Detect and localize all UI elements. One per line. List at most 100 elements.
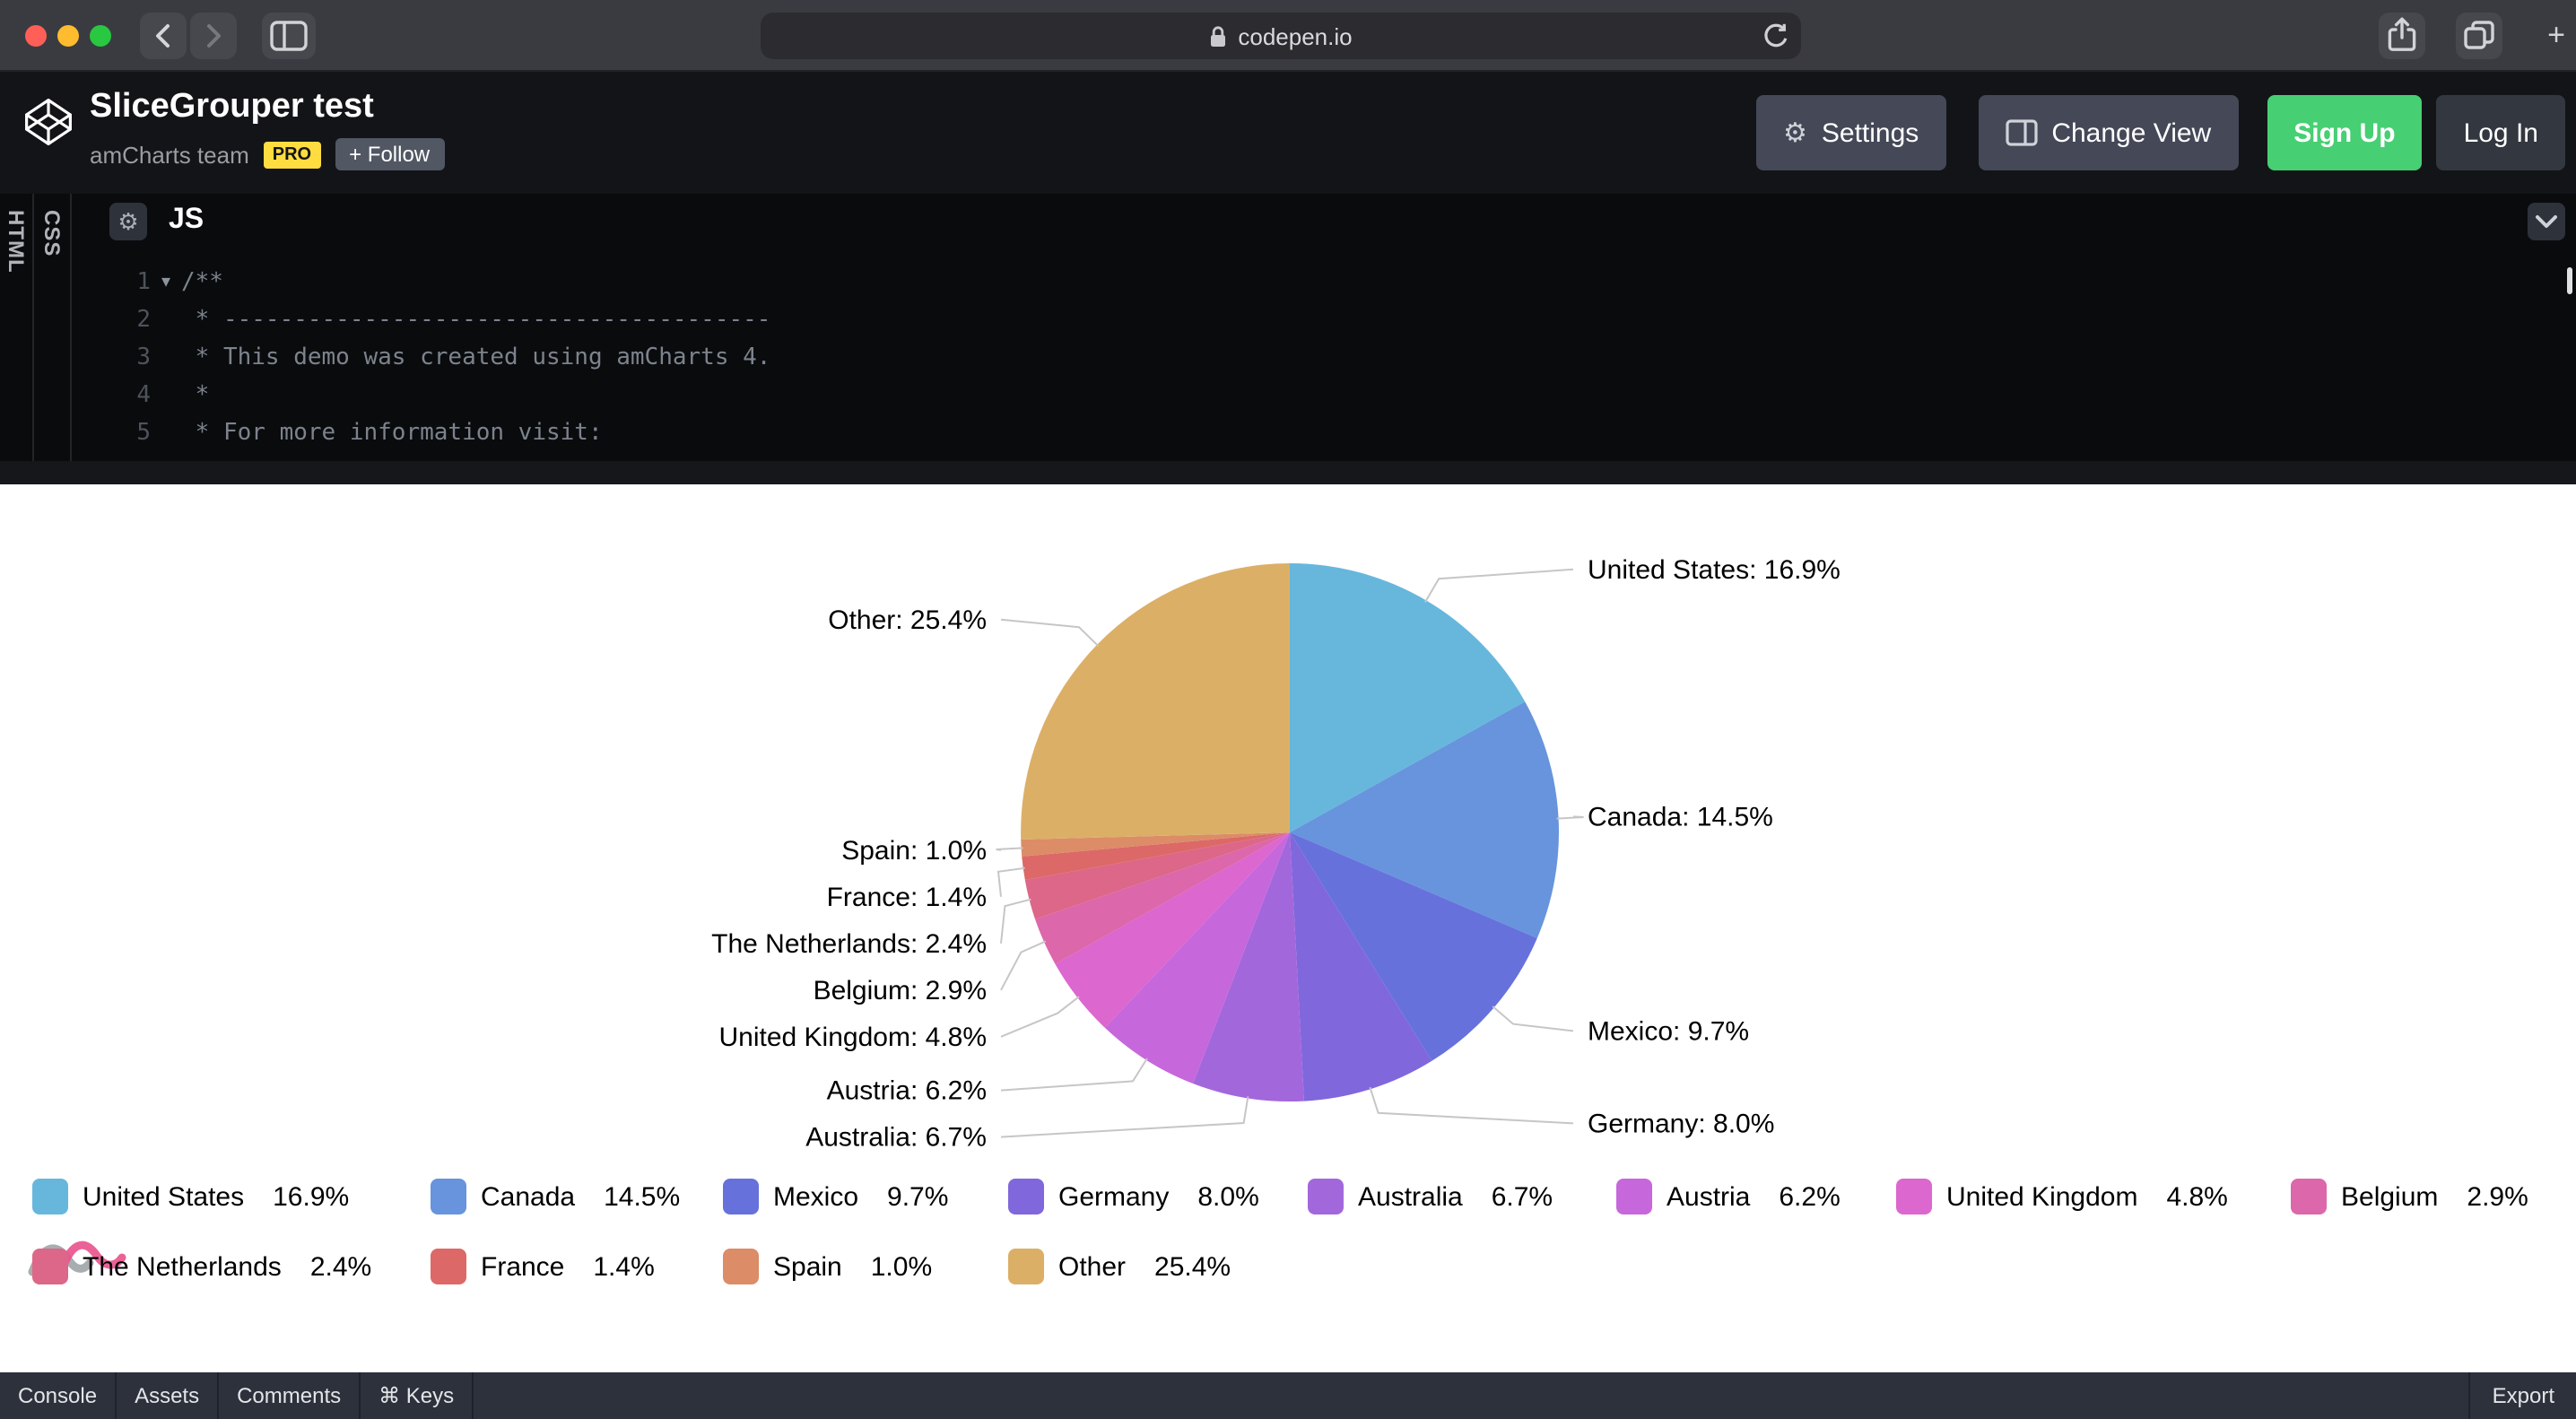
legend-item[interactable]: Other 25.4% (1008, 1249, 1308, 1284)
legend-item[interactable]: The Netherlands 2.4% (32, 1249, 431, 1284)
code-line[interactable]: 2 * ------------------------------------… (72, 301, 2562, 339)
collapsed-editor-html[interactable]: HTML (0, 194, 34, 461)
sign-up-button[interactable]: Sign Up (2267, 95, 2423, 170)
legend-name: Germany (1058, 1181, 1170, 1212)
legend-value: 6.7% (1491, 1181, 1553, 1212)
pie-label: Other: 25.4% (828, 605, 987, 635)
codepen-logo-icon (25, 99, 72, 145)
legend-item[interactable]: United States 16.9% (32, 1179, 431, 1214)
pie-slice[interactable] (1022, 832, 1290, 880)
js-editor-settings-button[interactable]: ⚙ (109, 203, 147, 240)
legend-value: 9.7% (887, 1181, 949, 1212)
legend-value: 1.4% (593, 1251, 655, 1282)
follow-button[interactable]: + Follow (335, 138, 445, 170)
line-number: 4 (136, 382, 151, 409)
pie-leader-line (1000, 618, 1100, 647)
tabs-icon (2464, 21, 2494, 49)
pie-slice[interactable] (1290, 832, 1537, 1061)
back-button[interactable] (140, 13, 187, 59)
legend-value: 14.5% (604, 1181, 681, 1212)
line-number: 1 (136, 269, 151, 296)
console-button[interactable]: Console (0, 1372, 117, 1419)
pie-leader-line (1000, 996, 1080, 1038)
collapse-editor-button[interactable] (2528, 203, 2565, 240)
codepen-logo[interactable] (22, 95, 75, 149)
legend-item[interactable]: Australia 6.7% (1308, 1179, 1616, 1214)
pie-slice[interactable] (1290, 563, 1526, 832)
pie-label: Belgium: 2.9% (814, 976, 987, 1005)
forward-button[interactable] (190, 13, 237, 59)
pie-slice[interactable] (1290, 701, 1559, 938)
legend-name: Austria (1667, 1181, 1751, 1212)
code-line[interactable]: 4 * (72, 377, 2562, 414)
pie-leader-line (1492, 1005, 1574, 1032)
log-in-button[interactable]: Log In (2436, 95, 2565, 170)
editor-scrollbar[interactable] (2567, 267, 2572, 294)
new-tab-button[interactable]: + (2533, 13, 2576, 59)
fold-marker-icon[interactable]: ▾ (161, 273, 171, 292)
pie-slice[interactable] (1055, 832, 1290, 1028)
settings-button-label: Settings (1821, 118, 1919, 148)
reload-icon (1764, 23, 1788, 48)
pie-leader-line (1369, 1086, 1574, 1125)
pie-label: Australia: 6.7% (805, 1123, 987, 1153)
pie-slice[interactable] (1193, 832, 1304, 1102)
legend-swatch (1008, 1249, 1044, 1284)
pen-author-link[interactable]: amCharts team (90, 141, 249, 168)
code-line[interactable]: 5 * For more information visit: (72, 414, 2562, 452)
url-bar[interactable]: codepen.io (761, 13, 1801, 59)
code-text: * (181, 382, 210, 409)
window-minimize-button[interactable] (57, 25, 79, 47)
code-text: * --------------------------------------… (181, 307, 771, 334)
export-button[interactable]: Export (2468, 1372, 2576, 1419)
legend-item[interactable]: Spain 1.0% (723, 1249, 1008, 1284)
comments-button-label: Comments (237, 1383, 342, 1408)
legend-swatch (431, 1249, 466, 1284)
legend-item[interactable]: Canada 14.5% (431, 1179, 723, 1214)
legend-value: 4.8% (2166, 1181, 2228, 1212)
pie-slice[interactable] (1024, 832, 1290, 919)
legend-swatch (32, 1249, 68, 1284)
collapsed-editor-css[interactable]: CSS (34, 194, 72, 461)
legend-item[interactable]: United Kingdom 4.8% (1896, 1179, 2291, 1214)
change-view-button[interactable]: Change View (1978, 95, 2239, 170)
legend-item[interactable]: France 1.4% (431, 1249, 723, 1284)
editor-area: HTML CSS ⚙ JS 1 ▾ /** 2 * -----------------… (0, 194, 2576, 461)
pie-slice[interactable] (1104, 832, 1290, 1084)
fold-spacer (151, 339, 181, 377)
line-number: 5 (136, 420, 151, 447)
pie-slice[interactable] (1021, 832, 1290, 857)
legend-item[interactable]: Belgium 2.9% (2291, 1179, 2528, 1214)
assets-button[interactable]: Assets (117, 1372, 220, 1419)
keys-button[interactable]: ⌘ Keys (361, 1372, 474, 1419)
comments-button[interactable]: Comments (219, 1372, 361, 1419)
pie-slice[interactable] (1035, 832, 1290, 964)
share-button[interactable] (2379, 13, 2425, 59)
code-line[interactable]: 3 * This demo was created using amCharts… (72, 339, 2562, 377)
gear-icon: ⚙ (117, 207, 139, 234)
fold-spacer (151, 414, 181, 452)
pie-label: Spain: 1.0% (841, 836, 987, 866)
legend-swatch (1308, 1179, 1344, 1214)
code-line[interactable]: 1 ▾ /** (72, 264, 2562, 301)
legend-item[interactable]: Mexico 9.7% (723, 1179, 1008, 1214)
editor-preview-resizer[interactable] (0, 461, 2576, 484)
legend-value: 16.9% (273, 1181, 350, 1212)
settings-button[interactable]: ⚙ Settings (1756, 95, 1946, 170)
lock-icon (1211, 25, 1226, 46)
reload-button[interactable] (1762, 22, 1790, 50)
window-zoom-button[interactable] (90, 25, 111, 47)
sidebar-toggle-button[interactable] (262, 13, 316, 59)
window-close-button[interactable] (25, 25, 47, 47)
legend-swatch (723, 1249, 759, 1284)
share-icon (2388, 17, 2416, 51)
legend-item[interactable]: Germany 8.0% (1008, 1179, 1308, 1214)
pie-slice[interactable] (1021, 563, 1290, 840)
legend-item[interactable]: Austria 6.2% (1616, 1179, 1896, 1214)
tab-overview-button[interactable] (2456, 13, 2502, 59)
legend-name: Australia (1358, 1181, 1463, 1212)
chevron-left-icon (156, 24, 170, 48)
code-editor[interactable]: 1 ▾ /** 2 * -------------------------------… (72, 264, 2562, 452)
pie-slice[interactable] (1290, 832, 1432, 1101)
console-button-label: Console (18, 1383, 98, 1408)
